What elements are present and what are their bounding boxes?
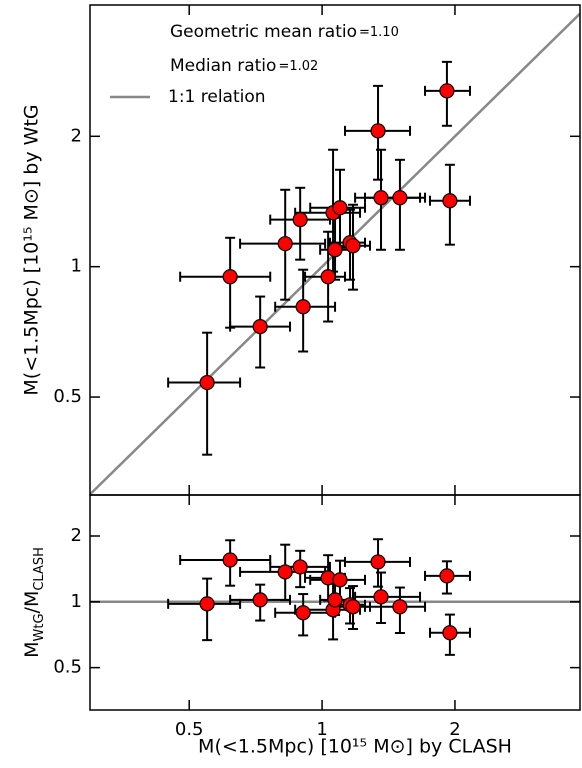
point <box>252 319 268 335</box>
point <box>442 625 458 641</box>
frame <box>89 494 581 711</box>
point <box>222 269 238 285</box>
annotation: Median ratio =1.02 <box>170 56 318 76</box>
legend-label: 1:1 relation <box>168 87 266 107</box>
y-tick-label: 2 <box>71 125 82 146</box>
plot-area <box>90 12 580 495</box>
point <box>292 212 308 228</box>
y-axis-label: M(<1.5Mpc) [10¹⁵ M⊙] by WtG <box>21 104 43 395</box>
point <box>295 605 311 621</box>
point <box>345 599 361 615</box>
point <box>277 564 293 580</box>
point <box>373 589 389 605</box>
x-axis-label: M(<1.5Mpc) [10¹⁵ M⊙] by CLASH <box>198 736 512 758</box>
point <box>370 123 386 139</box>
y-axis-label-part: /M <box>21 591 43 614</box>
point <box>392 599 408 615</box>
x-tick-label: 1 <box>316 719 327 740</box>
annotation-value: =1.10 <box>359 25 399 40</box>
point <box>439 568 455 584</box>
y-tick-label: 1 <box>71 591 82 612</box>
point <box>222 552 238 568</box>
x-tick-label: 2 <box>449 719 460 740</box>
point <box>345 238 361 254</box>
y-axis-label: MWtG/MCLASH <box>21 547 48 658</box>
point <box>392 190 408 206</box>
point <box>199 596 215 612</box>
point <box>439 83 455 99</box>
point <box>370 554 386 570</box>
annotation-label: Median ratio <box>170 56 276 76</box>
point <box>327 242 343 258</box>
point <box>332 200 348 216</box>
point <box>292 559 308 575</box>
annotation-label: Geometric mean ratio <box>170 22 357 42</box>
point <box>277 236 293 252</box>
point <box>320 269 336 285</box>
point <box>442 193 458 209</box>
y-tick-label: 1 <box>71 256 82 277</box>
point <box>199 374 215 391</box>
point <box>327 592 343 608</box>
y-axis-label-part: CLASH <box>32 547 47 591</box>
y-axis-label-part: WtG <box>32 613 47 641</box>
point <box>373 190 389 206</box>
y-tick-label: 0.5 <box>53 386 82 407</box>
point <box>332 572 348 588</box>
y-tick-label: 2 <box>71 525 82 546</box>
annotation-value: =1.02 <box>278 59 318 74</box>
point <box>252 592 268 608</box>
plot-area <box>90 538 580 656</box>
annotation: Geometric mean ratio =1.10 <box>170 22 399 42</box>
point <box>295 299 311 315</box>
y-axis-label-part: M <box>21 641 43 657</box>
x-tick-label: 0.5 <box>175 719 204 740</box>
y-tick-label: 0.5 <box>53 657 82 678</box>
